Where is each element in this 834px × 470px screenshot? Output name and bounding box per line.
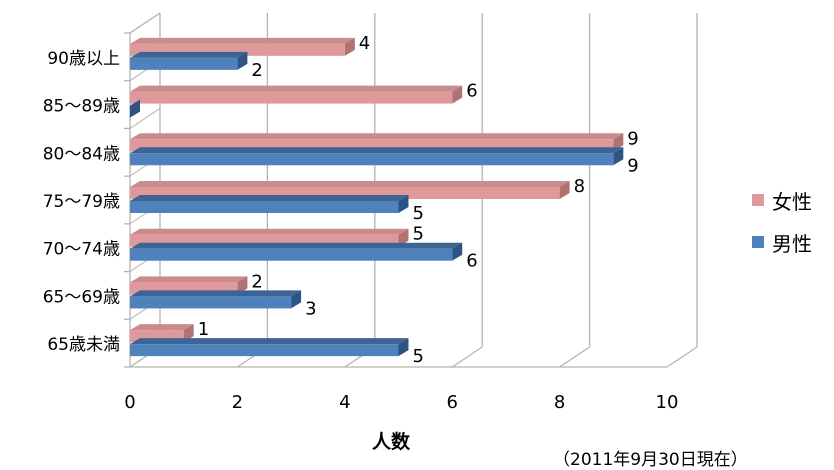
x-tick-labels: 0 2 4 6 8 10 (124, 392, 678, 413)
category-label: 90歳以上 (47, 49, 120, 69)
bar (130, 338, 409, 357)
floor-line-5 (666, 346, 698, 368)
x-tick-label: 6 (446, 392, 457, 413)
bar-side-face (344, 37, 355, 56)
category-label: 85〜89歳 (43, 97, 120, 117)
bar-top-face (130, 51, 248, 58)
x-tick-label: 2 (232, 392, 243, 413)
legend-item-female: 女性 (752, 188, 812, 214)
data-label: 8 (574, 176, 585, 197)
legend-swatch-female (752, 194, 764, 206)
bar-side-face (398, 195, 409, 213)
data-label: 9 (627, 155, 638, 176)
bar (130, 99, 140, 118)
x-axis-label: 人数 (372, 431, 411, 453)
legend-label-male: 男性 (772, 231, 812, 256)
legend: 女性 男性 (752, 188, 812, 272)
x-tick-label: 8 (554, 392, 565, 413)
bar-front-face (130, 296, 292, 309)
bar-side-face (237, 276, 248, 295)
bar-top-face (130, 181, 570, 187)
data-label: 6 (466, 81, 477, 102)
plot-area (124, 12, 698, 368)
bar-top-face (130, 276, 248, 283)
bar-top-face (130, 85, 463, 92)
bar-top-face (130, 338, 409, 345)
data-label: 5 (413, 203, 424, 224)
bar-front-face (130, 153, 614, 166)
bar-front-face (130, 91, 453, 104)
bar-top-face (130, 37, 355, 44)
as-of-note: （2011年9月30日現在） (553, 450, 748, 470)
bar-top-face (130, 195, 409, 201)
bar (130, 242, 463, 261)
data-label: 2 (251, 60, 262, 81)
wall-line-0 (129, 12, 161, 34)
bar (130, 290, 302, 309)
data-label: 4 (359, 33, 370, 54)
floor-line-4 (559, 346, 590, 368)
bar-top-face (130, 133, 624, 140)
category-label: 80〜84歳 (43, 144, 120, 164)
bar-side-face (559, 181, 570, 199)
category-labels: 90歳以上 85〜89歳 80〜84歳 75〜79歳 70〜74歳 65〜69歳 65歳未満 (43, 49, 120, 355)
legend-item-male: 男性 (752, 230, 812, 256)
category-label: 65〜69歳 (43, 287, 120, 307)
bar-side-face (452, 85, 463, 104)
data-label: 5 (413, 224, 424, 245)
category-label: 70〜74歳 (43, 240, 120, 260)
data-label: 6 (466, 251, 477, 272)
bar-side-face (130, 99, 140, 118)
bar-side-face (183, 324, 194, 343)
bar (130, 195, 409, 213)
data-label: 5 (413, 346, 424, 367)
bar (130, 51, 248, 70)
bar (130, 147, 624, 166)
data-label: 3 (305, 298, 316, 319)
bar-front-face (130, 344, 399, 357)
bar-side-face (398, 338, 409, 357)
bar-front-face (130, 57, 238, 70)
data-label: 2 (251, 271, 262, 292)
x-tick-label: 0 (124, 392, 135, 413)
category-label: 75〜79歳 (43, 192, 120, 212)
bar-top-face (130, 147, 624, 154)
data-label: 9 (627, 128, 638, 149)
wall-line-2 (129, 108, 161, 129)
bar-side-face (613, 133, 624, 152)
bar-top-face (130, 290, 302, 297)
bar-top-face (130, 228, 409, 235)
bar (130, 85, 463, 104)
bars (130, 37, 624, 357)
bar-side-face (291, 290, 302, 309)
x-tick-label: 4 (339, 392, 350, 413)
x-tick-label: 10 (656, 392, 679, 413)
legend-label-female: 女性 (772, 189, 812, 214)
bar-top-face (130, 324, 194, 331)
bar-side-face (613, 147, 624, 166)
bar-top-face (130, 242, 463, 249)
bar-side-face (452, 242, 463, 261)
data-label: 1 (198, 319, 209, 340)
bar-front-face (130, 201, 399, 213)
bar-side-face (398, 228, 409, 247)
bar-front-face (130, 248, 453, 261)
category-label: 65歳未満 (47, 335, 120, 355)
floor-line-3 (451, 346, 483, 368)
chart: 90歳以上 85〜89歳 80〜84歳 75〜79歳 70〜74歳 65〜69歳 65歳未満… (43, 12, 698, 413)
legend-swatch-male (752, 236, 764, 248)
bar-side-face (237, 51, 248, 70)
